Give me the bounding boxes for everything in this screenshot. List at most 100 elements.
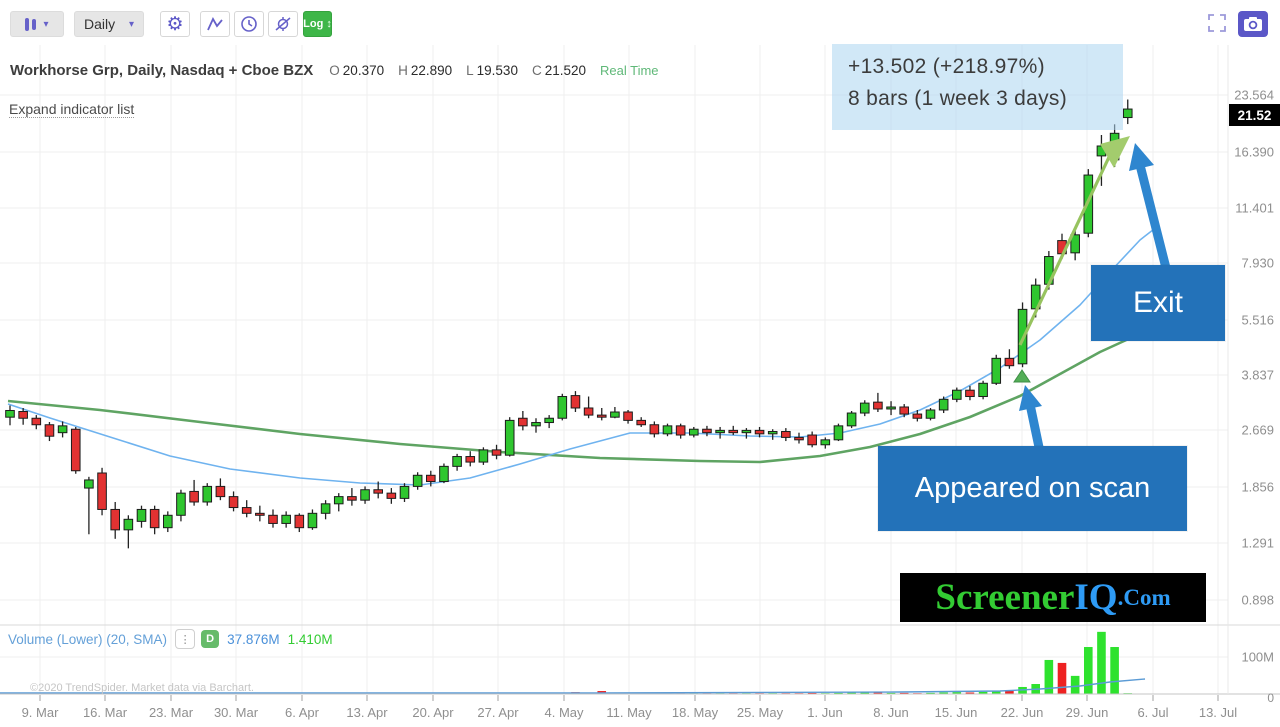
time-axis-label: 1. Jun [807,705,842,720]
appeared-arrow[interactable] [1019,385,1045,457]
volume-bar [860,692,870,694]
time-axis[interactable]: 9. Mar 16. Mar 23. Mar 30. Mar 6. Apr 13. Apr… [22,695,1238,720]
snapshot-button[interactable] [1238,11,1268,37]
time-axis-label: 6. Jul [1137,705,1168,720]
appeared-on-scan-annotation[interactable]: Appeared on scan [878,446,1187,531]
time-axis-label: 6. Apr [285,705,320,720]
time-axis-label: 27. Apr [477,705,519,720]
candle-body [307,512,318,529]
gear-icon: ⚙ [166,13,184,35]
candle-body [478,449,489,463]
screeneriq-watermark: Screener IQ .Com [900,573,1206,622]
timeframe-select[interactable]: Daily ▾ [74,11,144,37]
low-value: L 19.530 [466,63,518,78]
volume-bar [1084,647,1093,694]
candle-body [544,417,554,424]
time-axis-label: 13. Apr [346,705,388,720]
open-value: O 20.370 [329,63,385,78]
chevron-down-icon: ▾ [128,18,134,30]
candle-body [807,434,817,446]
volume-bar [1044,659,1054,694]
candle-body [189,490,199,503]
candle-body [360,489,370,501]
volume-bar [847,692,856,694]
time-axis-label: 13. Jul [1199,705,1237,720]
candle-body [412,474,423,487]
candle-body [873,401,883,410]
candle-body [1070,234,1080,254]
exit-arrow[interactable] [1129,143,1172,277]
candle-body [649,424,660,435]
volume-bar [1070,675,1080,694]
candle-body [794,436,804,441]
candle-body [5,409,15,418]
candle-body [255,512,265,516]
chart-type-button[interactable]: ▾ [10,11,64,37]
candle-body [662,425,673,435]
candle-body [426,474,436,483]
volume-bar [886,692,896,694]
expand-indicator-list-link[interactable]: Expand indicator list [9,101,135,118]
volume-sma-value: 37.876M [227,631,280,647]
candle-body [373,489,383,494]
log-scale-button[interactable]: Log ↕ [303,11,332,37]
volume-bar [899,692,909,694]
candle-body [728,429,739,434]
price-axis-label: 100M [1241,650,1274,665]
volume-indicator-title: Volume (Lower) (20, SMA) [8,631,168,647]
price-axis[interactable]: 23.564 16.390 11.401 7.930 5.516 3.837 2.669 1.… [1234,88,1274,706]
candle-body [820,439,831,446]
candle-body [268,514,278,524]
exit-annotation[interactable]: Exit [1091,265,1225,341]
candle-body [833,425,844,441]
toolbar: ▾ Daily ▾ ⚙ [0,0,1280,44]
candle-body [228,496,239,509]
scan-signal-marker[interactable] [1013,369,1031,383]
chevron-down-icon: ▾ [43,18,49,30]
measure-arrow[interactable] [1018,136,1130,346]
settings-button[interactable]: ⚙ [160,11,190,37]
price-axis-label: 1.291 [1241,536,1274,551]
close-value: C 21.520 [531,63,586,78]
candle-body [176,492,186,516]
time-axis-label: 30. Mar [214,705,259,720]
fullscreen-button[interactable] [1207,13,1227,33]
price-axis-label: 5.516 [1241,313,1274,328]
symbol-header: Workhorse Grp, Daily, Nasdaq + Cboe BZX … [10,62,659,79]
candle-body [741,429,752,434]
trendline-tool-button[interactable] [200,11,230,37]
time-axis-label: 16. Mar [83,705,128,720]
analysis-tool-button[interactable] [268,11,298,37]
candle-body [952,389,962,400]
candle-body [925,409,936,419]
timeframe-label: Daily [84,16,116,32]
candle-body [241,507,252,514]
candle-body [991,357,1002,384]
candle-body [333,496,344,505]
candlestick-icon [25,17,37,31]
volume-axis-zero-label: 0 [1267,691,1274,705]
candle-body [596,414,607,418]
measure-change-line: +13.502 (+218.97%) [848,55,1045,78]
candle-body [570,395,581,409]
candle-body [347,496,357,501]
candle-body [439,465,449,483]
candle-body [57,425,68,434]
volume-bar [1097,631,1106,694]
camera-icon [1244,17,1262,31]
candle-body [781,431,791,438]
candle-body [123,518,134,531]
time-axis-label: 18. May [672,705,719,720]
candle-body [715,429,725,434]
zigzag-icon [207,17,223,31]
last-price-badge: 21.52 [1229,104,1280,126]
volume-bar [1110,647,1119,694]
candle-body [965,389,975,398]
volume-bar [965,692,975,694]
time-axis-label: 11. May [606,705,652,720]
volume-menu-button[interactable]: ⋮ [175,629,196,649]
time-tool-button[interactable] [234,11,264,37]
candle-body [531,422,541,427]
candle-body [1004,357,1015,367]
